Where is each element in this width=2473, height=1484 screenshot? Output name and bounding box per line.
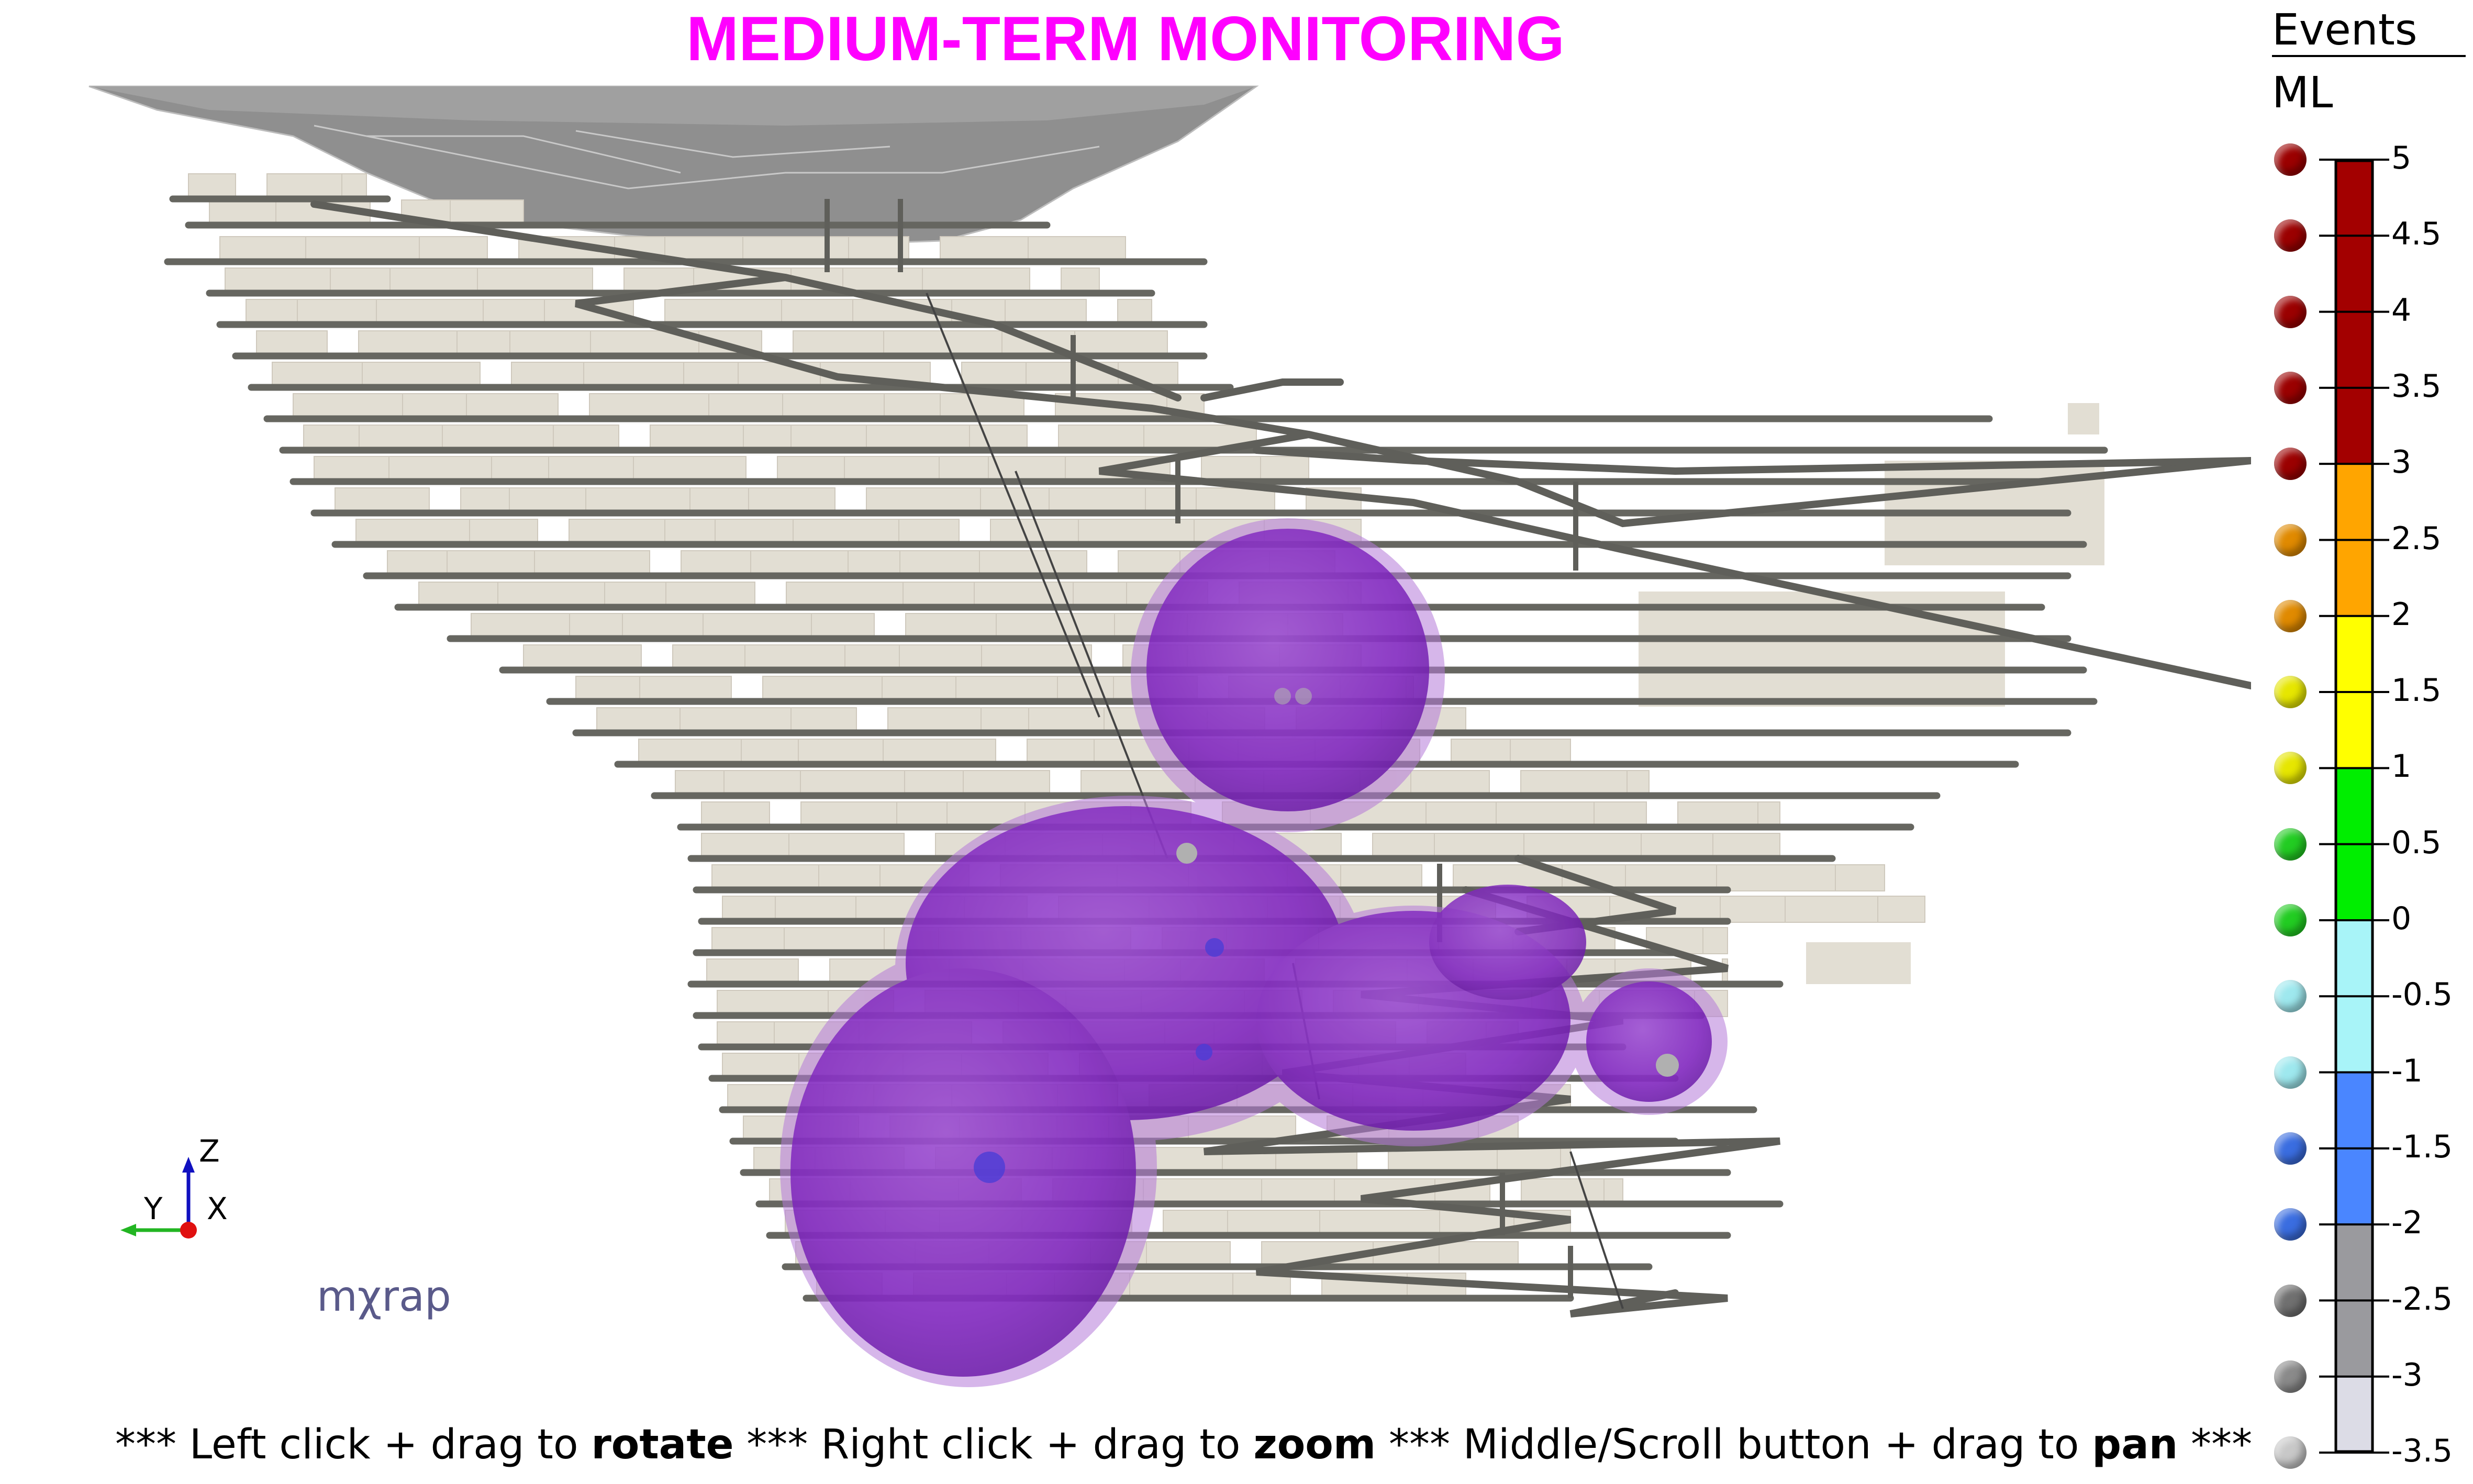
colorbar-tick-label: -3 [2391, 1356, 2423, 1393]
axis-z-label: Z [199, 1133, 220, 1169]
open-pit-surface [88, 85, 1259, 247]
colorbar-tick-label: 3 [2391, 444, 2412, 481]
legend-event-dot [2274, 676, 2307, 709]
legend-event-dot [2274, 1360, 2307, 1393]
axis-triad [120, 1157, 197, 1238]
colorbar-tick-label: 5 [2391, 140, 2412, 176]
hint-rotate: rotate [591, 1421, 734, 1468]
colorbar-tick-label: 0 [2391, 900, 2412, 937]
legend-event-dot [2274, 752, 2307, 785]
legend-divider [2272, 55, 2466, 57]
legend-event-dot [2274, 1132, 2307, 1165]
stope-block [1720, 896, 1786, 923]
legend-event-dot [2274, 1436, 2307, 1469]
colorbar-tick-label: -3.5 [2391, 1433, 2453, 1470]
legend-event-dot [2274, 295, 2307, 328]
stope-block [1806, 942, 1911, 984]
colorbar-tick-label: -2.5 [2391, 1280, 2453, 1318]
navigation-hint: *** Left click + drag to rotate *** Righ… [115, 1421, 2252, 1468]
legend-event-dot [2274, 828, 2307, 861]
hint-text-2: *** Right click + drag to [733, 1421, 1254, 1468]
stope-block [2068, 403, 2099, 434]
colorbar-band [2335, 1376, 2374, 1453]
colorbar-tick-label: -1 [2391, 1052, 2423, 1089]
stope-block [1835, 864, 1885, 891]
legend-ml-title: ML [2272, 68, 2333, 118]
colorbar-tick-label: 4.5 [2391, 216, 2442, 253]
legend-event-dot [2274, 904, 2307, 936]
stope-block [1639, 592, 2005, 707]
legend-panel: Events ML 5 4.5 4 3.5 3 2.5 2 1.5 1 0.5 0 -0.5 -1 -1.… [2251, 0, 2473, 1484]
hint-zoom: zoom [1253, 1421, 1376, 1468]
legend-event-dot [2274, 1284, 2307, 1317]
colorbar-tick-label: 4 [2391, 292, 2412, 329]
hint-pan: pan [2092, 1421, 2178, 1468]
stope-block [1877, 896, 1925, 923]
axis-y-label: Y [144, 1191, 163, 1226]
seismic-event-clouds [780, 518, 1728, 1387]
colorbar-tick-label: -2 [2391, 1204, 2423, 1242]
colorbar-tick-label: 1.5 [2391, 672, 2442, 709]
stope-block [1702, 927, 1728, 954]
colorbar-tick-label: 2 [2391, 596, 2412, 633]
legend-event-dot [2274, 448, 2307, 481]
axis-x-label: X [207, 1191, 228, 1226]
legend-event-dot [2274, 143, 2307, 176]
magnitude-colorbar [2319, 159, 2389, 1454]
colorbar-tick-label: -0.5 [2391, 976, 2453, 1013]
legend-event-dot [2274, 523, 2307, 556]
colorbar-tick-label: 2.5 [2391, 520, 2442, 557]
colorbar-tick-label: 3.5 [2391, 367, 2442, 405]
mxrap-logo: mχrap [317, 1272, 451, 1321]
3d-viewport[interactable] [0, 0, 2251, 1413]
legend-event-dot [2274, 1208, 2307, 1241]
legend-events-title: Events [2272, 5, 2418, 55]
hint-text-1: *** Left click + drag to [115, 1421, 592, 1468]
colorbar-tick-label: -1.5 [2391, 1128, 2453, 1165]
legend-event-dot [2274, 1056, 2307, 1089]
colorbar-tick-label: 1 [2391, 748, 2412, 785]
hint-text-3: *** Middle/Scroll button + drag to [1376, 1421, 2092, 1468]
stope-block [1785, 896, 1878, 923]
legend-event-dot [2274, 599, 2307, 632]
stope-block [1716, 864, 1836, 891]
legend-event-dot [2274, 980, 2307, 1013]
hint-text-4: *** [2178, 1421, 2253, 1468]
legend-event-dot [2274, 219, 2307, 252]
view-title: MEDIUM-TERM MONITORING [686, 4, 1565, 74]
legend-event-dot [2274, 371, 2307, 404]
colorbar-tick-label: 0.5 [2391, 824, 2442, 861]
